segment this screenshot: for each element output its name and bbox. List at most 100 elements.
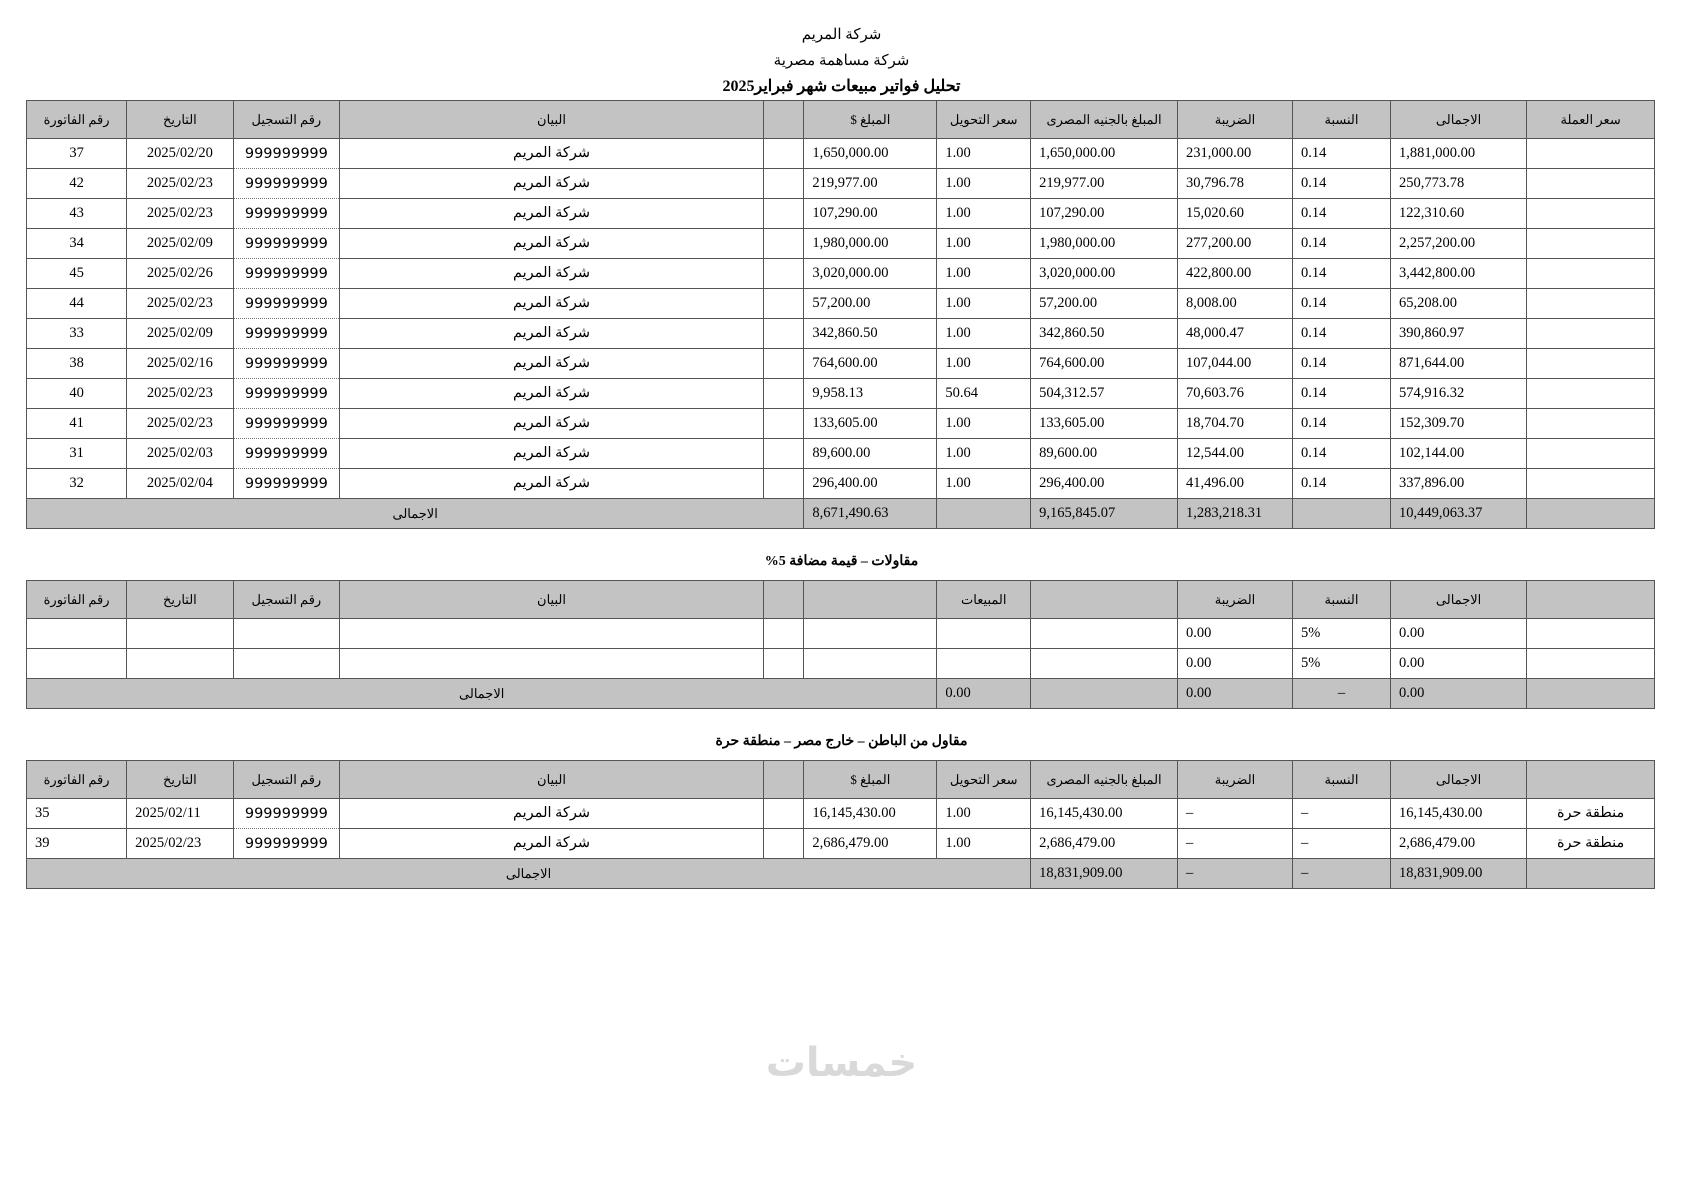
col-egp-amount: المبلغ بالجنيه المصرى <box>1030 760 1179 799</box>
cell-spacer <box>762 138 805 169</box>
cell-registration: 999999999 <box>232 468 341 499</box>
cell-invoice: 34 <box>25 228 128 259</box>
cell-ratio: 0.14 <box>1292 468 1391 499</box>
cell-total: 1,881,000.00 <box>1389 138 1528 169</box>
cell-total: 16,145,430.00 <box>1389 798 1528 829</box>
document-header: شركة المريم شركة مساهمة مصرية تحليل فوات… <box>28 22 1655 100</box>
cell-registration: 999999999 <box>232 378 341 409</box>
col-total: الاجمالى <box>1389 100 1528 139</box>
cell-description: شركة المريم <box>339 138 764 169</box>
col-tax: الضريبة <box>1177 760 1293 799</box>
cell-description: شركة المريم <box>339 348 764 379</box>
cell-total-label: الاجمالى <box>25 498 805 529</box>
totals-row: 18,831,909.00 – – 18,831,909.00 الاجمالى <box>25 858 1655 889</box>
cell-spacer <box>762 828 805 859</box>
cell-tax: 0.00 <box>1177 678 1293 709</box>
watermark: خمسات <box>765 1040 918 1086</box>
section3-title: مقاول من الباطن – خارج مصر – منطقة حرة <box>715 734 968 749</box>
cell-description: شركة المريم <box>339 438 764 469</box>
cell-registration: 999999999 <box>232 198 341 229</box>
col-spacer2 <box>762 580 805 619</box>
cell-spacer <box>762 228 805 259</box>
col-date: التاريخ <box>126 580 234 619</box>
table-row: 250,773.78 0.14 30,796.78 219,977.00 1.00 219… <box>25 168 1655 199</box>
cell-usd: 296,400.00 <box>803 468 938 499</box>
subcontractor-freezone-table: الاجمالى النسبة الضريبة المبلغ بالجنيه ا… <box>25 760 1655 889</box>
table-header-row: الاجمالى النسبة الضريبة المبلغ بالجنيه ا… <box>25 760 1655 799</box>
cell-total: 3,442,800.00 <box>1389 258 1528 289</box>
cell-tax: 231,000.00 <box>1177 138 1293 169</box>
col-registration-no: رقم التسجيل <box>232 100 341 139</box>
cell-date: 2025/02/26 <box>126 258 234 289</box>
cell-egp: 57,200.00 <box>1030 288 1179 319</box>
cell-currency-rate <box>1526 198 1655 229</box>
cell-currency-rate <box>1526 378 1655 409</box>
cell-registration: 999999999 <box>232 828 341 859</box>
cell-tax: – <box>1177 798 1293 829</box>
cell-usd: 764,600.00 <box>803 348 938 379</box>
cell-ratio: 5% <box>1292 618 1391 649</box>
cell-total: 10,449,063.37 <box>1389 498 1528 529</box>
cell-spacer <box>762 168 805 199</box>
cell-fx: 1.00 <box>936 438 1032 469</box>
cell-currency-rate <box>1526 258 1655 289</box>
cell-usd: 8,671,490.63 <box>803 498 938 529</box>
col-blank-left <box>1526 580 1655 619</box>
cell-description: شركة المريم <box>339 168 764 199</box>
table-row: 0.00 5% 0.00 <box>25 618 1655 649</box>
cell-ratio: 0.14 <box>1292 138 1391 169</box>
table-row: 152,309.70 0.14 18,704.70 133,605.00 1.00 133… <box>25 408 1655 439</box>
cell-registration: 999999999 <box>232 348 341 379</box>
cell-egp: 133,605.00 <box>1030 408 1179 439</box>
col-usd-amount: المبلغ $ <box>803 760 938 799</box>
cell-registration: 999999999 <box>232 438 341 469</box>
cell-fx: 1.00 <box>936 168 1032 199</box>
col-tax: الضريبة <box>1177 100 1293 139</box>
table-row: 1,881,000.00 0.14 231,000.00 1,650,000.00 1.… <box>25 138 1655 169</box>
totals-row: 10,449,063.37 1,283,218.31 9,165,845.07 … <box>25 498 1655 529</box>
cell-invoice: 39 <box>25 828 128 859</box>
col-tax: الضريبة <box>1177 580 1293 619</box>
cell-fx: 1.00 <box>936 288 1032 319</box>
cell-blank-mid <box>1030 618 1179 649</box>
cell-invoice <box>25 648 128 679</box>
cell-date: 2025/02/23 <box>126 168 234 199</box>
cell-registration: 999999999 <box>232 228 341 259</box>
table-row: 390,860.97 0.14 48,000.47 342,860.50 1.00 342… <box>25 318 1655 349</box>
col-description: البيان <box>339 580 764 619</box>
cell-fx: 1.00 <box>936 828 1032 859</box>
table-row: 102,144.00 0.14 12,544.00 89,600.00 1.00 89,6… <box>25 438 1655 469</box>
cell-fx: 1.00 <box>936 468 1032 499</box>
cell-spacer <box>762 318 805 349</box>
col-total: الاجمالى <box>1389 580 1528 619</box>
cell-tax: 0.00 <box>1177 648 1293 679</box>
cell-usd: 16,145,430.00 <box>803 798 938 829</box>
cell-spacer <box>762 468 805 499</box>
cell-date: 2025/02/23 <box>126 408 234 439</box>
cell-total: 390,860.97 <box>1389 318 1528 349</box>
cell-total: 2,686,479.00 <box>1389 828 1528 859</box>
col-spacer <box>762 100 805 139</box>
contracting-vat-body: 0.00 5% 0.00 0.00 5% 0.00 0.00 – 0.00 0.00 ا… <box>25 618 1655 709</box>
cell-tax: 70,603.76 <box>1177 378 1293 409</box>
cell-tax: 15,020.60 <box>1177 198 1293 229</box>
cell-usd: 89,600.00 <box>803 438 938 469</box>
cell-ratio: 0.14 <box>1292 348 1391 379</box>
col-fx-rate: سعر التحويل <box>936 100 1032 139</box>
cell-usd: 219,977.00 <box>803 168 938 199</box>
cell-description <box>339 618 764 649</box>
cell-spacer <box>762 798 805 829</box>
cell-currency-rate <box>1526 438 1655 469</box>
cell-description: شركة المريم <box>339 198 764 229</box>
cell-usd: 1,980,000.00 <box>803 228 938 259</box>
table-row: منطقة حرة 2,686,479.00– –2,686,479.00 1.00 2… <box>25 828 1655 859</box>
cell-fx: 1.00 <box>936 138 1032 169</box>
col-usd-amount: المبلغ $ <box>803 100 938 139</box>
cell-ratio: – <box>1292 828 1391 859</box>
cell-ratio: 0.14 <box>1292 438 1391 469</box>
cell-egp: 342,860.50 <box>1030 318 1179 349</box>
cell-ratio: 0.14 <box>1292 228 1391 259</box>
cell-tax: 1,283,218.31 <box>1177 498 1293 529</box>
cell-total: 65,208.00 <box>1389 288 1528 319</box>
col-ratio: النسبة <box>1292 100 1391 139</box>
